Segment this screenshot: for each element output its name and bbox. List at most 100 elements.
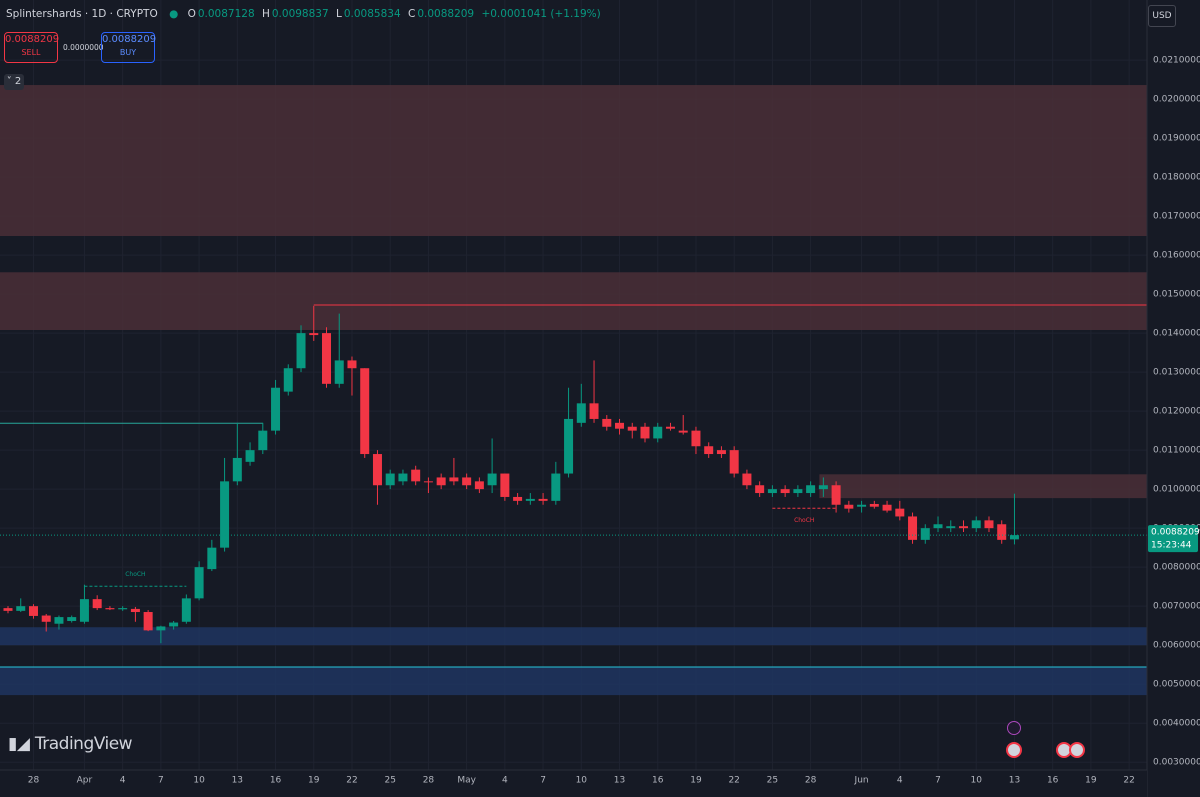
candle-body xyxy=(971,520,981,529)
symbol[interactable]: Splintershards · 1D · CRYPTO xyxy=(6,8,158,20)
candle-body xyxy=(309,333,319,336)
x-tick-label: May xyxy=(457,776,476,786)
candle-body xyxy=(181,598,191,622)
candle-body xyxy=(347,360,357,369)
candle-body xyxy=(564,418,574,474)
countdown: 15:23:44 xyxy=(1151,541,1192,551)
candle-body xyxy=(551,473,561,501)
x-tick-label: 7 xyxy=(158,776,164,786)
candle-body xyxy=(169,622,179,627)
candle-body xyxy=(525,498,535,501)
x-tick-label: 22 xyxy=(1123,776,1134,786)
candle-body xyxy=(232,457,242,482)
y-tick-label: 0.0060000 xyxy=(1153,641,1200,651)
candle-body xyxy=(857,504,867,507)
currency: USD xyxy=(1152,11,1172,21)
indicator-toggle[interactable]: ˅ 2 xyxy=(4,74,24,90)
x-tick-label: 13 xyxy=(1009,776,1020,786)
candle-body xyxy=(933,524,943,529)
x-tick-label: 22 xyxy=(728,776,739,786)
candle-body xyxy=(436,477,446,486)
ohlc-label: C xyxy=(407,8,416,20)
candle-body xyxy=(704,446,714,455)
spread: 0.0000000 xyxy=(63,43,104,52)
x-tick-label: Jun xyxy=(854,776,869,786)
candle-body xyxy=(143,612,153,631)
zone xyxy=(0,272,1147,330)
x-tick-label: 13 xyxy=(614,776,625,786)
candle-body xyxy=(908,516,918,540)
candle-body xyxy=(767,489,777,494)
candle-body xyxy=(372,454,382,486)
sell-button[interactable]: 0.0088209 SELL xyxy=(4,32,60,63)
brand-name: TradingView xyxy=(34,734,133,754)
x-tick-label: 28 xyxy=(28,776,40,786)
ohlc-value: 0.0098837 xyxy=(271,8,329,20)
y-tick-label: 0.0190000 xyxy=(1153,134,1200,144)
indicator-count: 2 xyxy=(14,76,22,87)
candle-body xyxy=(818,485,828,490)
sell-price: 0.0088209 xyxy=(5,34,60,45)
candle-body xyxy=(283,368,293,392)
candle-body xyxy=(831,485,841,505)
x-tick-label: 19 xyxy=(308,776,320,786)
status-dot: ● xyxy=(169,8,179,20)
currency-select[interactable]: USD xyxy=(1148,5,1176,27)
x-tick-label: 4 xyxy=(502,776,508,786)
y-tick-label: 0.0120000 xyxy=(1153,407,1200,417)
y-tick-label: 0.0100000 xyxy=(1153,485,1200,495)
candle-body xyxy=(245,450,255,462)
x-tick-label: 25 xyxy=(767,776,778,786)
candle-body xyxy=(780,489,790,494)
candle-body xyxy=(946,526,956,529)
ohlc-value: 0.0087128 xyxy=(197,8,255,20)
candle-body xyxy=(360,368,370,455)
legend-header: Splintershards · 1D · CRYPTO ● O 0.008712… xyxy=(6,8,605,20)
candle-body xyxy=(844,504,854,509)
x-tick-label: 22 xyxy=(346,776,357,786)
candle-body xyxy=(207,547,217,570)
ohlc-value: 0.0088209 xyxy=(417,8,475,20)
buy-label: BUY xyxy=(119,48,137,57)
candle-body xyxy=(105,608,115,610)
price-tag xyxy=(1148,525,1198,553)
y-tick-label: 0.0170000 xyxy=(1153,212,1200,222)
x-tick-label: 28 xyxy=(805,776,817,786)
candle-body xyxy=(755,485,765,494)
candle-body xyxy=(627,426,637,431)
candle-body xyxy=(513,496,523,501)
x-tick-label: 10 xyxy=(576,776,588,786)
candle-body xyxy=(589,403,599,419)
candle-body xyxy=(691,430,701,447)
candle-body xyxy=(194,567,204,599)
buy-button[interactable]: 0.0088209 BUY xyxy=(101,32,156,63)
candle-body xyxy=(130,608,140,613)
candle-body xyxy=(920,528,930,540)
candle-body xyxy=(474,481,484,490)
ohlc-value: 0.0085834 xyxy=(343,8,401,20)
zone xyxy=(0,627,1147,646)
candle-body xyxy=(16,606,26,611)
x-tick-label: 16 xyxy=(1047,776,1059,786)
candle-body xyxy=(449,477,459,482)
x-tick-label: 16 xyxy=(652,776,664,786)
y-tick-label: 0.0110000 xyxy=(1153,446,1200,456)
candle-body xyxy=(716,450,726,455)
candle-body xyxy=(538,498,548,501)
candle-body xyxy=(487,473,497,486)
candle-body xyxy=(322,333,331,384)
candle-body xyxy=(67,617,77,621)
x-tick-label: 7 xyxy=(935,776,941,786)
candle-body xyxy=(882,504,892,511)
candle-body xyxy=(3,608,13,611)
candle-body xyxy=(296,333,306,369)
candle-body xyxy=(271,387,281,431)
ohlc-label: H xyxy=(261,8,270,20)
candle-body xyxy=(742,473,752,486)
candle-body xyxy=(220,481,230,548)
y-tick-label: 0.0080000 xyxy=(1153,563,1200,573)
candle-body xyxy=(806,485,816,494)
y-tick-label: 0.0070000 xyxy=(1153,602,1200,612)
